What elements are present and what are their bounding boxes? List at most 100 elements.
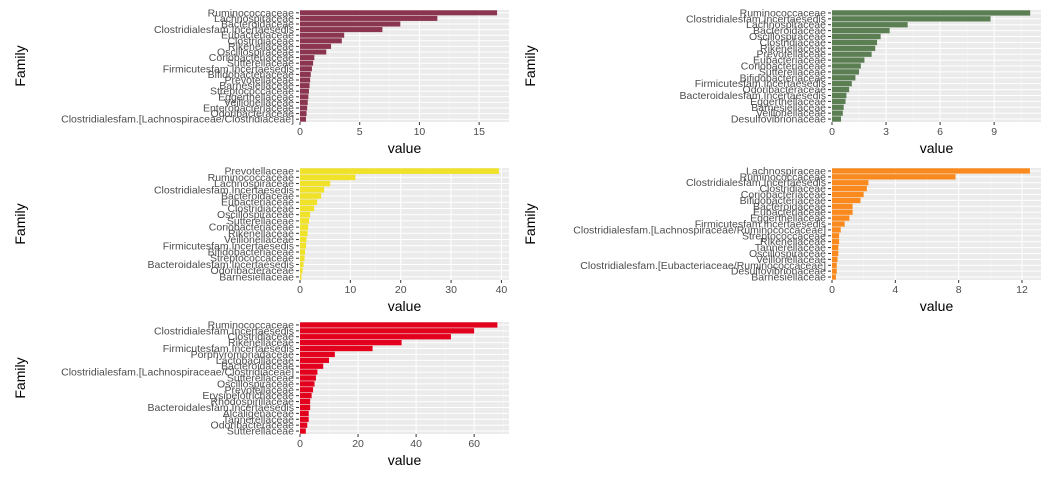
bar [832, 116, 842, 122]
chart-panel-1: RuminococcaceaeLachnospiraceaeBacteroida… [12, 7, 509, 156]
category-label: Odoribacteraceae [743, 84, 827, 96]
bar [832, 191, 864, 198]
category-label: Lachnospiraceae [746, 19, 826, 31]
category-label: Eubacteriaceae [753, 207, 826, 219]
bar [832, 86, 850, 93]
bar [832, 180, 869, 186]
bar [832, 33, 881, 40]
bar [300, 10, 498, 16]
bar [300, 55, 315, 61]
x-tick-label: 20 [352, 438, 364, 450]
category-label: Ruminococcaceae [208, 172, 295, 184]
y-axis-title: Family [12, 357, 28, 398]
category-label: Clostridialesfam.Incertaesedis [154, 184, 294, 196]
bar [300, 230, 308, 237]
bar [300, 387, 314, 393]
x-tick-label: 6 [937, 126, 943, 138]
bar [300, 105, 308, 111]
x-tick-label: 5 [357, 126, 363, 138]
bar [300, 111, 307, 117]
category-label: Rikenellaceae [228, 337, 294, 349]
category-label: Enterobacteriaceae [203, 103, 294, 115]
category-label: Coriobacteriaceae [741, 189, 826, 201]
bar [832, 244, 839, 251]
category-label: Clostridialesfam.Incertaesedis [154, 325, 294, 337]
bar [832, 98, 846, 105]
bar [300, 322, 498, 328]
bar [300, 218, 310, 224]
category-label: Barnesiellaceae [219, 271, 294, 283]
category-label: Coriobacteriaceae [209, 222, 294, 234]
x-tick-label: 12 [1016, 284, 1028, 296]
category-label: Ruminococcaceae [740, 171, 827, 183]
category-label: Ruminococcaceae [740, 7, 827, 19]
category-label: Clostridiaceae [227, 35, 294, 47]
category-label: Firmicutesfam.Incertaesedis [695, 78, 826, 90]
category-label: Bacteroidaceae [221, 361, 294, 373]
bar [300, 43, 332, 49]
category-label: Clostridialesfam.[Eubacteriaceae/Ruminoc… [580, 260, 826, 272]
bar [832, 45, 876, 51]
bar [832, 27, 890, 34]
bar [300, 77, 311, 83]
category-label: Bacteroidaceae [753, 25, 826, 37]
category-label: Bacteroidaceae [221, 191, 294, 203]
category-label: Odoribacteraceae [211, 108, 295, 120]
category-label: Desulfovibrionaceae [731, 266, 826, 278]
category-label: Eggerthellaceae [218, 91, 294, 103]
category-label: Sutterellaceae [227, 373, 294, 385]
category-label: Oscillospiraceae [749, 31, 826, 43]
y-axis-title: Family [522, 45, 538, 86]
x-tick-label: 20 [395, 284, 407, 296]
bar [300, 60, 314, 66]
bar [300, 381, 315, 387]
category-label: Sutterellaceae [759, 66, 826, 78]
category-label: Ruminococcaceae [208, 319, 295, 331]
bar [300, 363, 324, 369]
bar [832, 57, 865, 63]
category-label: Streptococcaceae [210, 86, 294, 98]
category-label: Veillonellaceae [224, 97, 294, 109]
category-label: Lachnospiraceae [214, 178, 294, 190]
category-label: Clostridiaceae [227, 331, 294, 343]
category-label: Barnesiellaceae [751, 272, 826, 284]
bar [300, 393, 312, 399]
bar [832, 215, 850, 221]
category-label: Barnesiellaceae [751, 102, 826, 114]
bar [300, 398, 311, 405]
bar [300, 21, 401, 27]
x-axis-title: value [388, 140, 422, 156]
category-label: Bifidobacteriaceae [740, 195, 827, 207]
category-label: Lactobacillaceae [216, 355, 294, 367]
x-tick-label: 40 [410, 438, 422, 450]
category-label: Bifidobacteriaceae [740, 72, 827, 84]
category-label: Desulfovibrionaceae [731, 114, 826, 126]
category-label: Prevotellaceae [225, 75, 295, 87]
bar [832, 10, 1031, 16]
category-label: Lachnospiraceae [746, 165, 826, 177]
category-label: Clostridialesfam.[Lachnospiraceae/Clostr… [61, 367, 294, 379]
bar [832, 75, 856, 81]
category-label: Firmicutesfam.Incertaesedis [695, 219, 826, 231]
category-label: Eubacteriaceae [221, 197, 294, 209]
bar [300, 261, 304, 268]
category-label: Streptococcaceae [742, 230, 826, 242]
category-label: Coriobacteriaceae [209, 52, 294, 64]
bar [300, 71, 311, 77]
category-label: Alcaligenaceae [223, 408, 294, 420]
bar [300, 375, 316, 381]
category-label: Prevotellaceae [225, 384, 295, 396]
category-label: Bifidobacteriaceae [208, 247, 295, 259]
category-label: Tannerellaceae [755, 242, 826, 254]
x-axis-title: value [388, 452, 422, 468]
category-label: Odoribacteraceae [211, 265, 295, 277]
bar [300, 186, 325, 193]
x-axis-title: value [920, 140, 954, 156]
category-label: Sutterellaceae [227, 58, 294, 70]
x-tick-label: 0 [297, 126, 303, 138]
category-label: Clostridiaceae [227, 203, 294, 215]
bar [832, 69, 860, 75]
x-tick-label: 10 [345, 284, 357, 296]
